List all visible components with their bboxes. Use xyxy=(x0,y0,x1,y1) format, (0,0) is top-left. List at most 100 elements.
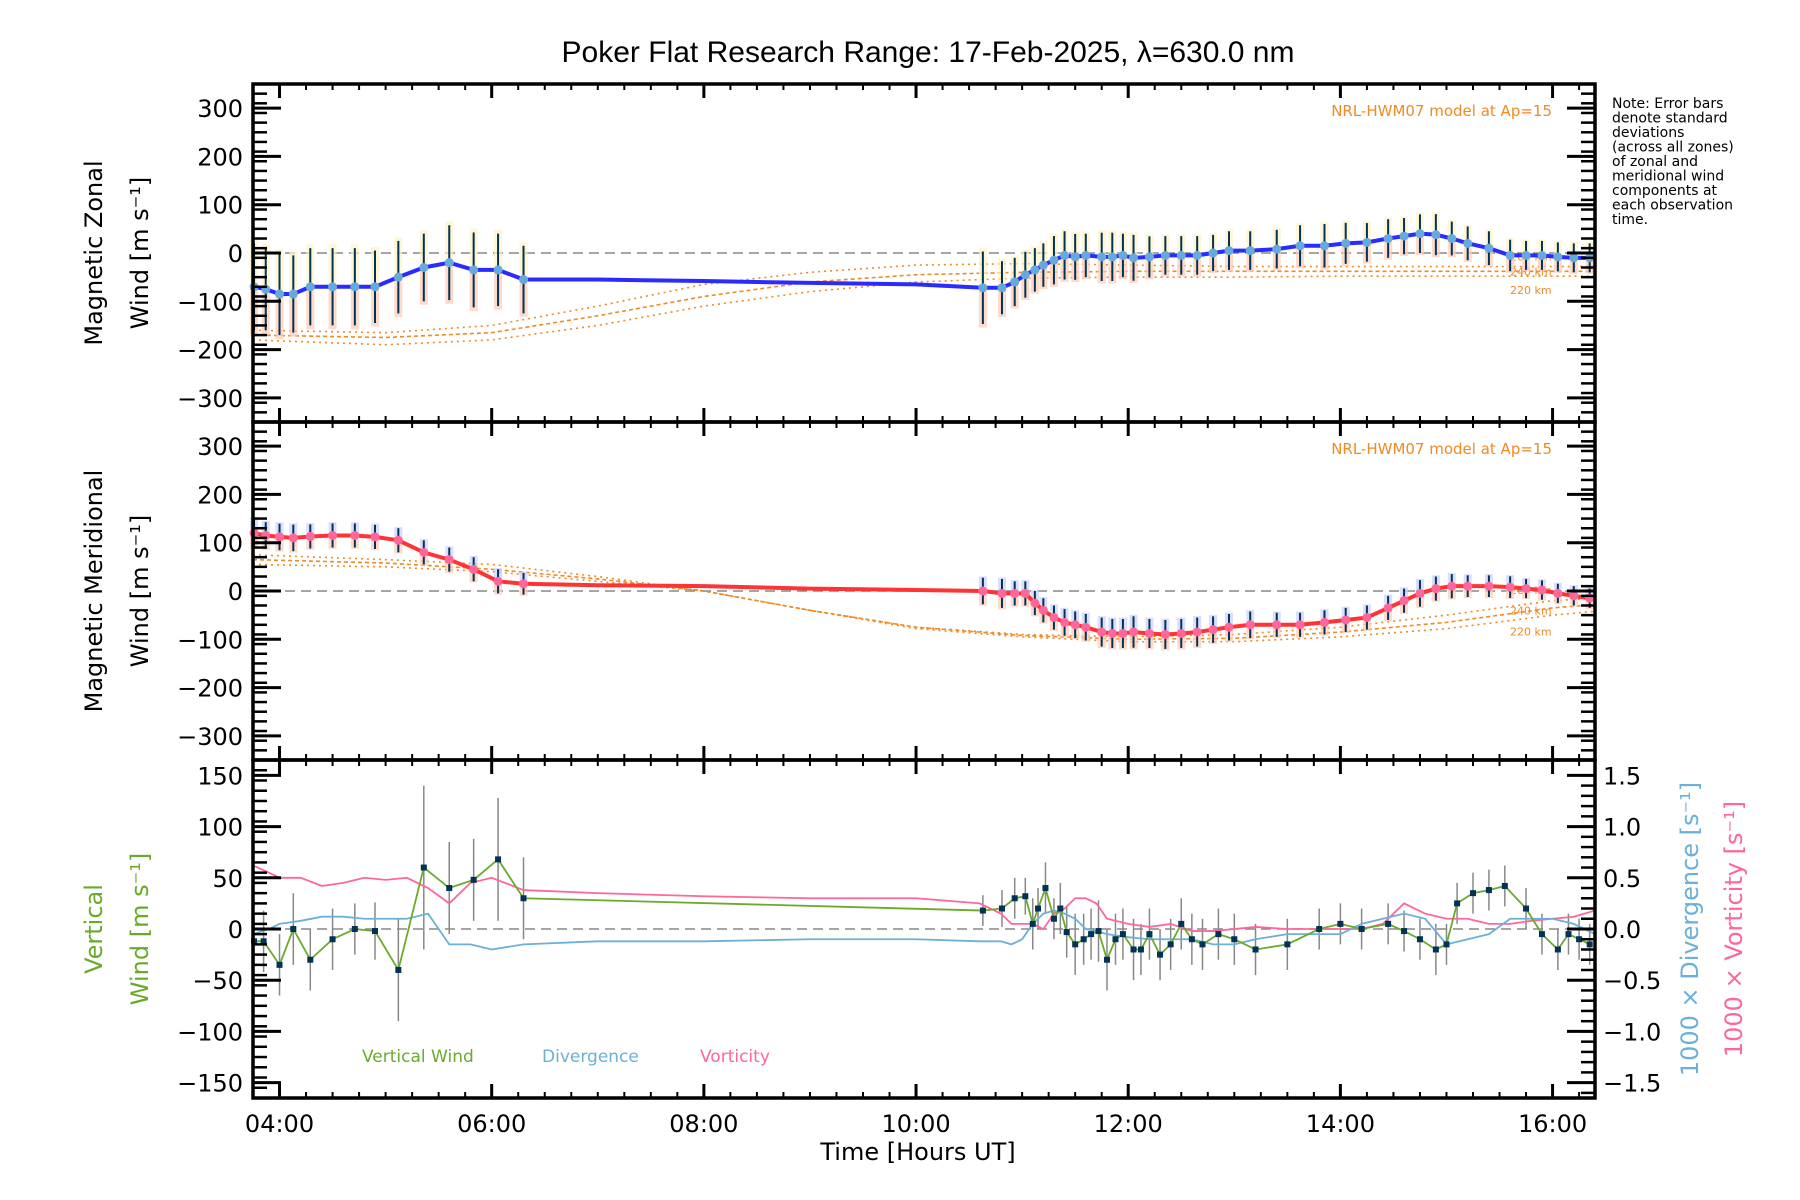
data-point xyxy=(1178,920,1185,927)
y-tick-label: 0 xyxy=(228,240,243,268)
data-point xyxy=(1319,241,1329,251)
y-tick-label: 300 xyxy=(197,433,243,461)
data-point xyxy=(1416,936,1423,943)
y-tick-label: −100 xyxy=(177,1018,243,1046)
y-tick-label: −50 xyxy=(192,967,243,995)
y-tick-label: 100 xyxy=(197,192,243,220)
model-annotation: NRL-HWM07 model at Ap=15 xyxy=(1331,102,1552,120)
model-curve-hwm07-220-km xyxy=(252,563,1596,643)
legend-vorticity: Vorticity xyxy=(700,1047,770,1067)
model-altitude-label: 220 km xyxy=(1510,625,1552,638)
data-point xyxy=(1586,941,1593,948)
legend-divergence: Divergence xyxy=(542,1047,639,1067)
data-point xyxy=(1199,941,1206,948)
y2-tick-label: 1.5 xyxy=(1603,762,1641,790)
data-point xyxy=(275,532,285,542)
y-axis-label: Magnetic Zonal xyxy=(80,160,108,345)
data-point xyxy=(1505,582,1515,592)
data-point xyxy=(1119,931,1126,938)
data-point xyxy=(1144,628,1154,638)
y-tick-label: 0 xyxy=(228,578,243,606)
data-point xyxy=(1415,588,1425,598)
model-curve-hwm07-260-km xyxy=(252,262,1595,334)
model-curve-hwm07-260-km xyxy=(252,553,1596,638)
data-point xyxy=(370,282,380,292)
model-annotation: NRL-HWM07 model at Ap=15 xyxy=(1331,440,1552,458)
data-point xyxy=(1081,250,1091,260)
y-tick-label: −100 xyxy=(177,626,243,654)
y-tick-label: 200 xyxy=(197,481,243,509)
data-point xyxy=(1072,941,1079,948)
note-line: time. xyxy=(1612,212,1648,228)
data-point xyxy=(979,907,986,914)
note-line: (across all zones) xyxy=(1612,140,1734,156)
data-point xyxy=(1252,946,1259,953)
data-point xyxy=(1063,929,1070,936)
data-point xyxy=(393,535,403,545)
data-point xyxy=(1215,931,1222,938)
y-tick-label: −300 xyxy=(177,385,243,413)
note-line: meridional wind xyxy=(1612,169,1724,185)
data-point xyxy=(1070,620,1080,630)
data-point xyxy=(444,555,454,565)
data-point xyxy=(1484,581,1494,591)
data-point xyxy=(1118,250,1128,260)
data-point xyxy=(328,530,338,540)
data-point xyxy=(997,283,1007,293)
model-curve-hwm07-220-km xyxy=(252,275,1595,346)
y-tick-label: 300 xyxy=(197,95,243,123)
data-point xyxy=(1432,946,1439,953)
data-point xyxy=(288,289,298,299)
data-point xyxy=(1284,941,1291,948)
note-line: deviations xyxy=(1612,125,1684,141)
data-point xyxy=(1272,620,1282,630)
data-point xyxy=(469,564,479,574)
data-point xyxy=(1358,926,1365,932)
data-point xyxy=(1537,585,1547,595)
data-point xyxy=(519,275,529,285)
data-point xyxy=(998,905,1005,912)
vorticity-line xyxy=(252,864,1596,932)
data-point xyxy=(1146,931,1153,938)
data-point xyxy=(1030,598,1040,608)
data-point xyxy=(1095,928,1102,935)
data-point xyxy=(446,885,453,892)
data-point xyxy=(520,895,527,902)
vertical-wind-line xyxy=(254,858,1591,973)
data-point xyxy=(276,961,283,968)
data-point xyxy=(1505,250,1515,260)
data-point xyxy=(1030,265,1040,275)
data-point xyxy=(1010,588,1020,598)
data-point xyxy=(1129,253,1139,263)
y2-tick-label: 1.0 xyxy=(1603,814,1641,842)
data-point xyxy=(1341,238,1351,248)
data-point xyxy=(1295,620,1305,630)
data-point xyxy=(1447,581,1457,591)
y-tick-label: −150 xyxy=(177,1070,243,1098)
y2-tick-label: 0.5 xyxy=(1603,865,1641,893)
x-tick-label: 08:00 xyxy=(669,1110,738,1138)
data-point xyxy=(1107,628,1117,638)
data-point xyxy=(493,265,503,275)
data-point xyxy=(1362,613,1372,623)
data-point xyxy=(351,926,358,932)
y-tick-label: −100 xyxy=(177,288,243,316)
note-line: each observation xyxy=(1612,198,1733,214)
data-point xyxy=(1245,620,1255,630)
data-point xyxy=(350,530,360,540)
model-curve-hwm07-240-km xyxy=(252,558,1596,641)
data-point xyxy=(419,262,429,272)
data-point xyxy=(1485,887,1492,894)
data-point xyxy=(350,282,360,292)
data-point xyxy=(1521,250,1531,260)
data-point xyxy=(372,928,378,935)
y-axis-label: Vertical xyxy=(80,884,108,974)
y-tick-label: −300 xyxy=(177,723,243,751)
note-line: of zonal and xyxy=(1612,154,1698,170)
data-point xyxy=(444,258,454,268)
data-point xyxy=(1272,244,1282,254)
data-point xyxy=(1035,905,1042,912)
